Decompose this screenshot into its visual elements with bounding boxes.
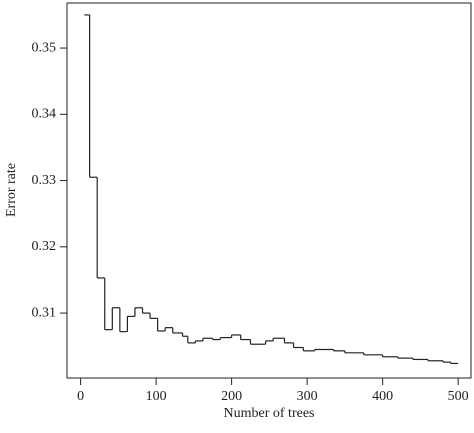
y-tick-label: 0.34 [32, 107, 57, 122]
y-tick-label: 0.33 [32, 173, 57, 188]
x-tick-label: 500 [448, 389, 469, 404]
x-axis-title: Number of trees [224, 406, 315, 421]
y-tick-label: 0.31 [32, 305, 57, 320]
y-axis-title: Error rate [4, 163, 19, 217]
x-tick-label: 0 [77, 389, 84, 404]
y-tick-label: 0.35 [32, 40, 57, 55]
x-tick-label: 400 [372, 389, 393, 404]
x-tick-label: 100 [146, 389, 167, 404]
plot-frame [66, 2, 472, 379]
y-tick-label: 0.32 [32, 239, 57, 254]
x-tick-label: 200 [221, 389, 242, 404]
x-tick-label: 300 [297, 389, 318, 404]
